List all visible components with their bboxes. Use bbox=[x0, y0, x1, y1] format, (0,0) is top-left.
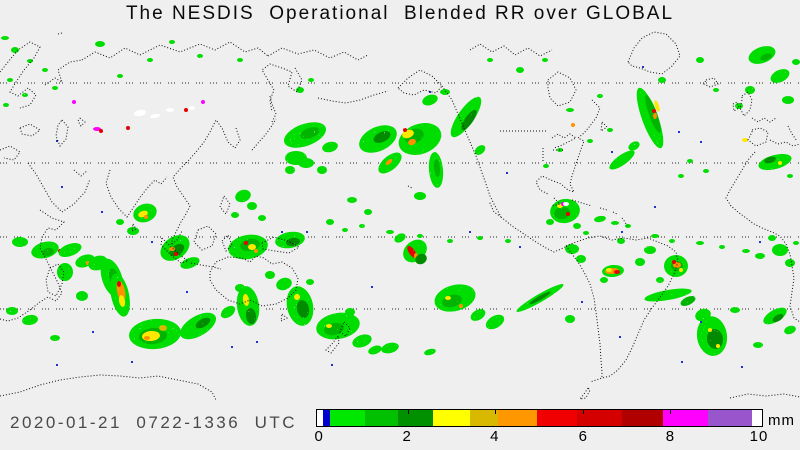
colorbar-segment bbox=[577, 410, 622, 426]
colorbar-segment bbox=[330, 410, 365, 426]
colorbar-segment bbox=[622, 410, 663, 426]
coastlines bbox=[0, 31, 800, 401]
precipitation-field bbox=[1, 36, 800, 356]
colorbar-segment bbox=[470, 410, 498, 426]
colorbar-segment bbox=[433, 410, 470, 426]
colorbar-segment bbox=[537, 410, 577, 426]
colorbar-tick-label: 2 bbox=[402, 428, 412, 445]
colorbar-segment bbox=[323, 410, 330, 426]
colorbar-segment bbox=[752, 410, 762, 426]
page-title: The NESDIS Operational Blended RR over G… bbox=[125, 3, 675, 24]
colorbar-segment bbox=[398, 410, 433, 426]
colorbar-tick-label: 6 bbox=[578, 428, 588, 445]
colorbar-tick-label: 4 bbox=[490, 428, 500, 445]
colorbar-segment bbox=[365, 410, 398, 426]
colorbar-segment bbox=[317, 410, 323, 426]
colorbar-units-label: mm bbox=[768, 412, 795, 429]
colorbar-segment bbox=[708, 410, 752, 426]
colorbar-segment bbox=[663, 410, 708, 426]
colorbar-segment bbox=[498, 410, 537, 426]
colorbar-tickmark bbox=[669, 410, 671, 414]
colorbar-tick-labels: 0 2 4 6 8 10 bbox=[314, 428, 767, 446]
colorbar-tickmark bbox=[583, 410, 585, 414]
colorbar-tick-label: 10 bbox=[749, 428, 769, 445]
colorbar-tickmark bbox=[495, 410, 496, 414]
colorbar-tick-label: 0 bbox=[314, 428, 324, 445]
colorbar-tick-label: 8 bbox=[665, 428, 676, 445]
datetime-label: 2020-01-21 0722-1336 UTC bbox=[10, 413, 298, 432]
colorbar bbox=[316, 409, 763, 427]
light-rain-specks bbox=[56, 66, 761, 368]
colorbar-tickmark bbox=[407, 410, 409, 414]
